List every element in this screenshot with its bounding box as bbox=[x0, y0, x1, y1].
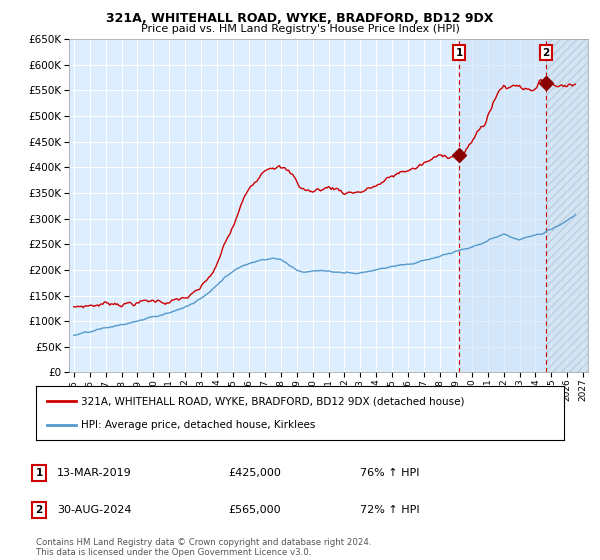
Text: 30-AUG-2024: 30-AUG-2024 bbox=[57, 505, 131, 515]
Text: 76% ↑ HPI: 76% ↑ HPI bbox=[360, 468, 419, 478]
Text: £425,000: £425,000 bbox=[228, 468, 281, 478]
Text: 321A, WHITEHALL ROAD, WYKE, BRADFORD, BD12 9DX (detached house): 321A, WHITEHALL ROAD, WYKE, BRADFORD, BD… bbox=[81, 396, 464, 407]
Bar bbox=[459, 39, 546, 372]
Text: 1: 1 bbox=[455, 48, 463, 58]
Text: HPI: Average price, detached house, Kirklees: HPI: Average price, detached house, Kirk… bbox=[81, 419, 315, 430]
Text: Contains HM Land Registry data © Crown copyright and database right 2024.
This d: Contains HM Land Registry data © Crown c… bbox=[36, 538, 371, 557]
Bar bbox=[546, 39, 588, 372]
Text: 1: 1 bbox=[35, 468, 43, 478]
Text: 13-MAR-2019: 13-MAR-2019 bbox=[57, 468, 132, 478]
Text: 72% ↑ HPI: 72% ↑ HPI bbox=[360, 505, 419, 515]
Text: £565,000: £565,000 bbox=[228, 505, 281, 515]
Text: 2: 2 bbox=[35, 505, 43, 515]
Text: 321A, WHITEHALL ROAD, WYKE, BRADFORD, BD12 9DX: 321A, WHITEHALL ROAD, WYKE, BRADFORD, BD… bbox=[106, 12, 494, 25]
Text: Price paid vs. HM Land Registry's House Price Index (HPI): Price paid vs. HM Land Registry's House … bbox=[140, 24, 460, 34]
Bar bbox=[546, 39, 588, 372]
Text: 2: 2 bbox=[542, 48, 550, 58]
